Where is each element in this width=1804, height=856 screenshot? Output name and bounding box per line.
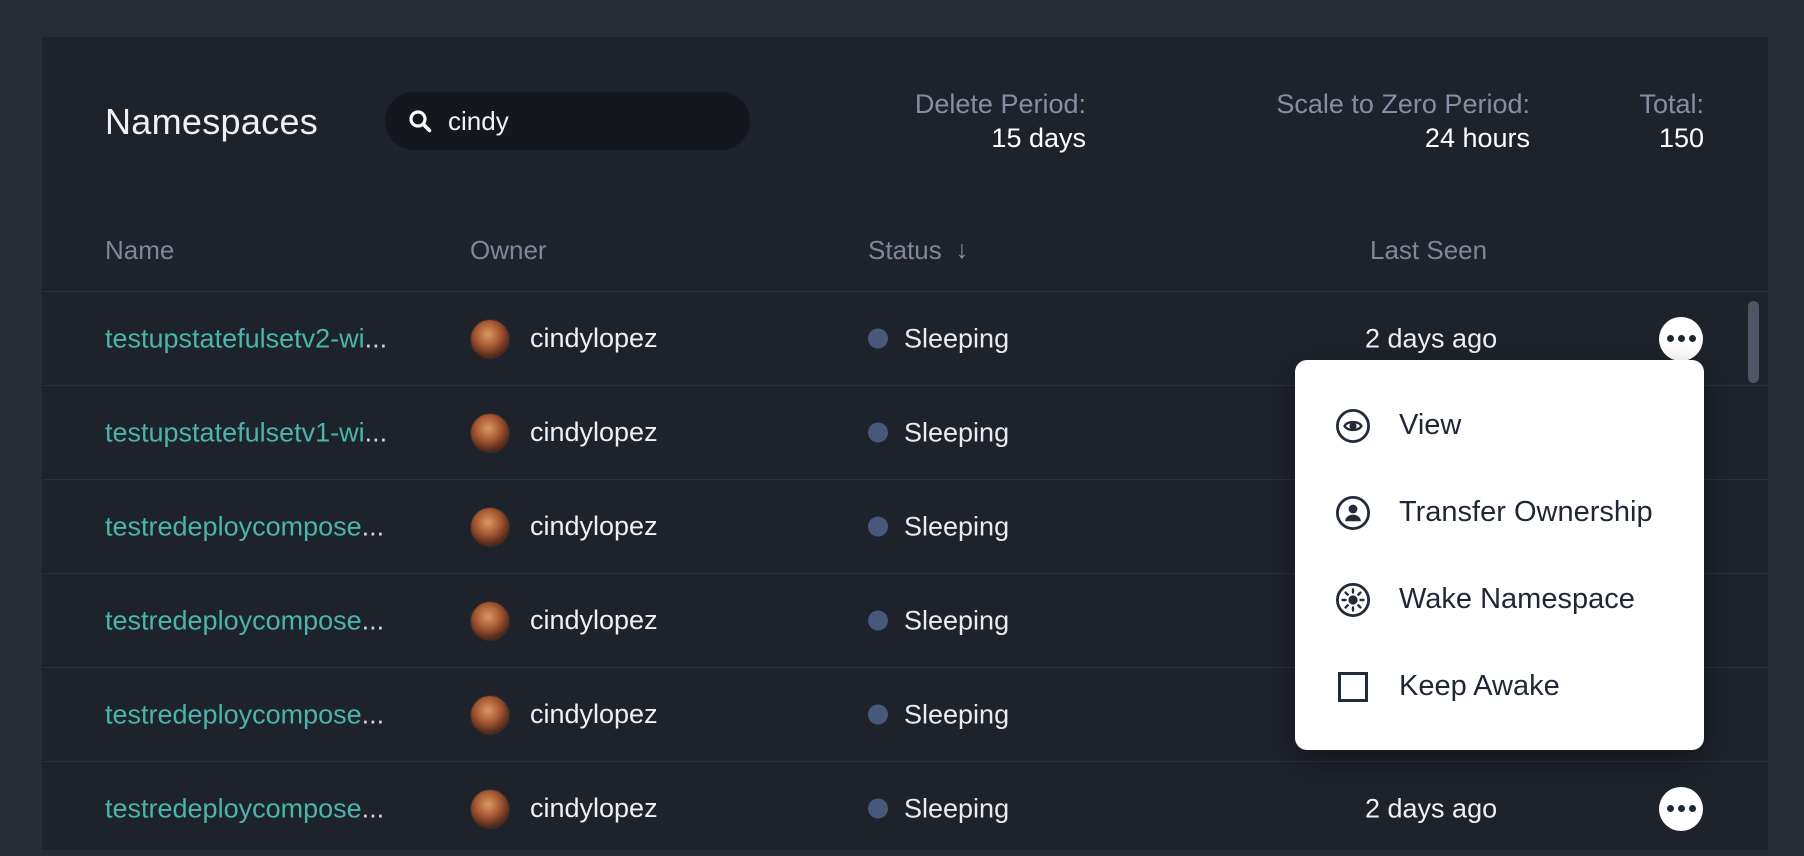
- owner-cell: cindylopez: [470, 506, 658, 547]
- ellipsis-icon: [1666, 805, 1674, 812]
- status-text: Sleeping: [904, 323, 1010, 353]
- view-icon: [1335, 408, 1371, 443]
- table-row: testupstatefulsetv1-wi... cindylopez Sle…: [42, 385, 1768, 479]
- owner-name: cindylopez: [530, 793, 658, 823]
- owner-cell: cindylopez: [470, 412, 658, 453]
- table-row: testredeploycompose... cindylopez Sleepi…: [42, 479, 1768, 573]
- status-text: Sleeping: [904, 605, 1010, 635]
- avatar: [470, 600, 510, 641]
- menu-item-label: Keep Awake: [1399, 670, 1560, 702]
- status-text: Sleeping: [904, 699, 1010, 729]
- menu-item-label: Transfer Ownership: [1399, 496, 1653, 528]
- owner-name: cindylopez: [530, 511, 658, 541]
- menu-item-keep-awake[interactable]: Keep Awake: [1295, 643, 1704, 730]
- stat-value: 150: [1658, 123, 1704, 153]
- stat-value: 24 hours: [1424, 123, 1530, 153]
- status-cell: Sleeping: [868, 793, 1009, 824]
- column-header-owner[interactable]: Owner: [470, 235, 547, 265]
- stat-total: Total: 150: [1639, 87, 1704, 155]
- row-actions-button[interactable]: [1659, 786, 1703, 831]
- status-cell: Sleeping: [868, 511, 1009, 542]
- ellipsis-icon: [1666, 335, 1674, 342]
- status-text: Sleeping: [904, 511, 1010, 541]
- search-input[interactable]: [448, 105, 728, 137]
- status-text: Sleeping: [904, 793, 1010, 823]
- table-row: testredeploycompose... cindylopez Sleepi…: [42, 667, 1768, 761]
- transfer-ownership-icon: [1335, 495, 1371, 530]
- menu-item-transfer-ownership[interactable]: Transfer Ownership: [1295, 469, 1704, 556]
- table-header: Name Owner Status ↓ Last Seen: [42, 235, 1768, 275]
- namespace-name-link[interactable]: testredeploycompose...: [105, 511, 385, 541]
- table-row: testredeploycompose... cindylopez Sleepi…: [42, 573, 1768, 667]
- stat-label: Scale to Zero Period:: [1276, 89, 1530, 119]
- scrollbar-thumb[interactable]: [1748, 301, 1759, 383]
- truncation-ellipsis: ...: [364, 323, 388, 353]
- stat-value: 15 days: [991, 123, 1086, 153]
- avatar: [470, 412, 510, 453]
- page-title: Namespaces: [105, 101, 319, 142]
- stat-label: Total:: [1639, 89, 1704, 119]
- table-body: testupstatefulsetv2-wi... cindylopez Sle…: [42, 291, 1768, 850]
- sort-desc-icon[interactable]: ↓: [955, 236, 969, 264]
- status-cell: Sleeping: [868, 323, 1009, 354]
- owner-name: cindylopez: [530, 605, 658, 635]
- table-row: testredeploycompose... cindylopez Sleepi…: [42, 761, 1768, 850]
- last-seen-value: 2 days ago: [1365, 793, 1498, 823]
- wake-namespace-icon: [1335, 582, 1371, 617]
- owner-cell: cindylopez: [470, 694, 658, 735]
- menu-item-wake-namespace[interactable]: Wake Namespace: [1295, 556, 1704, 643]
- row-actions-button[interactable]: [1659, 316, 1703, 361]
- status-dot-icon: [868, 798, 888, 819]
- status-dot-icon: [868, 516, 888, 537]
- stat-scale-to-zero-period: Scale to Zero Period: 24 hours: [1276, 87, 1530, 155]
- stat-delete-period: Delete Period: 15 days: [915, 87, 1086, 155]
- status-dot-icon: [868, 704, 888, 725]
- owner-cell: cindylopez: [470, 788, 658, 829]
- column-header-status-label: Status: [868, 235, 942, 265]
- status-dot-icon: [868, 328, 888, 349]
- column-header-name[interactable]: Name: [105, 235, 175, 265]
- status-cell: Sleeping: [868, 699, 1009, 730]
- column-header-status[interactable]: Status ↓: [868, 235, 968, 266]
- row-actions-menu: View Transfer Ownership: [1295, 360, 1704, 750]
- namespace-name-link[interactable]: testredeploycompose...: [105, 699, 385, 729]
- namespace-name-link[interactable]: testupstatefulsetv1-wi...: [105, 417, 388, 447]
- owner-cell: cindylopez: [470, 318, 658, 359]
- menu-item-label: View: [1399, 409, 1462, 441]
- avatar: [470, 506, 510, 547]
- keep-awake-icon: [1338, 671, 1368, 702]
- avatar: [470, 788, 510, 829]
- stat-label: Delete Period:: [914, 89, 1086, 119]
- avatar: [470, 318, 510, 359]
- owner-cell: cindylopez: [470, 600, 658, 641]
- truncation-ellipsis: ...: [361, 511, 385, 541]
- search-icon: [409, 110, 432, 133]
- column-header-last-seen[interactable]: Last Seen: [1370, 235, 1488, 265]
- status-dot-icon: [868, 610, 888, 631]
- menu-item-view[interactable]: View: [1295, 382, 1704, 469]
- namespace-name-link[interactable]: testredeploycompose...: [105, 605, 385, 635]
- status-dot-icon: [868, 422, 888, 443]
- truncation-ellipsis: ...: [361, 793, 385, 823]
- last-seen-value: 2 days ago: [1365, 323, 1498, 353]
- namespace-name-link[interactable]: testupstatefulsetv2-wi...: [105, 323, 388, 353]
- status-text: Sleeping: [904, 417, 1010, 447]
- table-row: testupstatefulsetv2-wi... cindylopez Sle…: [42, 291, 1768, 385]
- search-box[interactable]: [385, 92, 750, 150]
- namespaces-panel: Namespaces Delete Period: 15 days Scale …: [42, 37, 1768, 850]
- avatar: [470, 694, 510, 735]
- status-cell: Sleeping: [868, 605, 1009, 636]
- owner-name: cindylopez: [530, 699, 658, 729]
- namespace-name-link[interactable]: testredeploycompose...: [105, 793, 385, 823]
- status-cell: Sleeping: [868, 417, 1009, 448]
- owner-name: cindylopez: [530, 323, 658, 353]
- owner-name: cindylopez: [530, 417, 658, 447]
- truncation-ellipsis: ...: [364, 417, 388, 447]
- truncation-ellipsis: ...: [361, 605, 385, 635]
- truncation-ellipsis: ...: [361, 699, 385, 729]
- menu-item-label: Wake Namespace: [1399, 583, 1635, 615]
